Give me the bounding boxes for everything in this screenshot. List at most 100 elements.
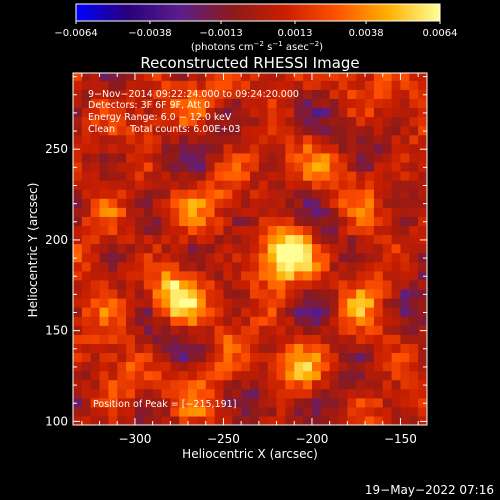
heatmap-cell (391, 261, 402, 272)
heatmap-cell (320, 352, 331, 363)
heatmap-cell (188, 297, 198, 308)
heatmap-cell (285, 170, 295, 181)
heatmap-cell (81, 279, 92, 290)
heatmap-cell (382, 316, 393, 326)
heatmap-cell (409, 225, 419, 236)
heatmap-cell (152, 297, 163, 308)
heatmap-cell (276, 316, 286, 326)
heatmap-cell (391, 397, 402, 408)
heatmap-cell (320, 297, 331, 308)
heatmap-cell (214, 397, 225, 408)
heatmap-cell (81, 73, 92, 81)
heatmap-cell (276, 361, 286, 372)
heatmap-cell (134, 116, 145, 127)
heatmap-cell (382, 89, 393, 100)
heatmap-cell (223, 198, 233, 208)
heatmap-cell (179, 252, 189, 263)
heatmap-cell (179, 288, 189, 299)
heatmap-cell (285, 379, 295, 390)
counts-text: Clean Total counts: 6.00E+03 (88, 124, 240, 135)
heatmap-cell (294, 370, 304, 381)
heatmap-cell (73, 406, 83, 417)
heatmap-cell (188, 170, 198, 181)
heatmap-cell (391, 73, 402, 81)
heatmap-cell (294, 207, 304, 217)
heatmap-cell (356, 352, 366, 363)
heatmap-cell (338, 234, 348, 245)
heatmap-cell (143, 270, 154, 281)
heatmap-cell (99, 134, 109, 145)
heatmap-cell (311, 89, 322, 100)
heatmap-cell (90, 180, 101, 190)
heatmap-cell (303, 207, 313, 217)
heatmap-cell (241, 297, 251, 308)
heatmap-cell (276, 261, 286, 272)
heatmap-cell (418, 261, 427, 272)
heatmap-cell (223, 334, 233, 344)
heatmap-cell (373, 397, 384, 408)
heatmap-cell (223, 161, 233, 172)
heatmap-cell (126, 152, 136, 163)
heatmap-cell (400, 161, 410, 172)
heatmap-cell (320, 406, 331, 417)
heatmap-cell (285, 361, 295, 372)
heatmap-cell (311, 216, 322, 227)
heatmap-cell (391, 325, 402, 335)
heatmap-cell (126, 316, 136, 326)
heatmap-cell (294, 116, 304, 127)
heatmap-cell (81, 406, 92, 417)
heatmap-cell (179, 234, 189, 245)
heatmap-cell (285, 406, 295, 417)
heatmap-cell (73, 343, 83, 354)
heatmap-cell (267, 80, 278, 90)
heatmap-cell (276, 252, 286, 263)
heatmap-cell (373, 352, 384, 363)
heatmap-cell (400, 406, 410, 417)
heatmap-cell (126, 243, 136, 254)
heatmap-cell (196, 152, 207, 163)
heatmap-cell (214, 279, 225, 290)
heatmap-cell (81, 216, 92, 227)
heatmap-cell (196, 89, 207, 100)
heatmap-cell (232, 288, 242, 299)
heatmap-cell (258, 261, 269, 272)
heatmap-cell (90, 406, 101, 417)
heatmap-cell (179, 415, 189, 425)
heatmap-cell (400, 116, 410, 127)
heatmap-cell (311, 370, 322, 381)
heatmap-cell (303, 279, 313, 290)
heatmap-cell (391, 198, 402, 208)
heatmap-cell (214, 198, 225, 208)
heatmap-cell (303, 297, 313, 308)
y-tick-label: 200 (45, 233, 68, 247)
heatmap-cell (170, 80, 180, 90)
heatmap-cell (382, 370, 393, 381)
heatmap-cell (214, 216, 225, 227)
heatmap-cell (81, 352, 92, 363)
heatmap-cell (126, 73, 136, 81)
heatmap-cell (143, 170, 154, 181)
heatmap-cell (267, 189, 278, 199)
heatmap-cell (161, 243, 171, 254)
heatmap-cell (126, 198, 136, 208)
heatmap-cell (418, 415, 427, 425)
heatmap-cell (329, 370, 340, 381)
heatmap-cell (338, 89, 348, 100)
heatmap-cell (170, 125, 180, 136)
heatmap-cell (241, 107, 251, 118)
heatmap-cell (365, 397, 375, 408)
heatmap-cell (81, 98, 92, 109)
x-tick-label: −300 (118, 432, 151, 446)
heatmap-cell (108, 361, 118, 372)
heatmap-cell (285, 297, 295, 308)
heatmap-cell (356, 80, 366, 90)
heatmap-cell (161, 80, 171, 90)
heatmap-cell (152, 316, 163, 326)
heatmap-cell (90, 80, 101, 90)
heatmap-cell (205, 252, 216, 263)
heatmap-cell (117, 180, 127, 190)
heatmap-cell (241, 307, 251, 317)
heatmap-cell (170, 225, 180, 236)
colorbar-tick-label: −0.0064 (54, 28, 97, 39)
heatmap-cell (338, 252, 348, 263)
